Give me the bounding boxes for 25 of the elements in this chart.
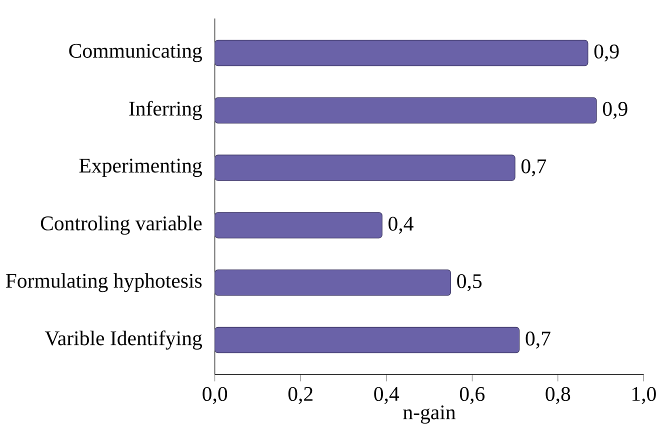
y-tick-label: Communicating [69, 44, 202, 62]
data-label: 0,9 [594, 44, 619, 62]
x-tick-label: 0,8 [546, 386, 570, 404]
x-tick-label: 0,6 [460, 386, 485, 404]
data-label: 0,4 [388, 216, 414, 234]
y-tick-label: Controling variable [40, 216, 202, 235]
x-axis-title: n-gain [403, 405, 456, 424]
x-tick-label: 0,2 [288, 386, 312, 404]
data-label: 0,9 [602, 102, 628, 119]
y-tick-label: Inferring [129, 100, 202, 120]
x-tick-label: 0,0 [202, 386, 228, 404]
bar [214, 212, 382, 238]
bar [214, 40, 588, 66]
y-tick-label: Formulating hyphotesis [6, 273, 202, 292]
bar [214, 154, 516, 181]
data-label: 0,7 [526, 332, 550, 349]
data-label: 0,5 [457, 274, 482, 292]
y-tick-label: Varible Identifying [44, 330, 202, 350]
bar [214, 270, 452, 296]
x-tick-label: 0,4 [374, 386, 400, 404]
y-tick-label: Experimenting [79, 158, 202, 177]
data-label: 0,7 [521, 159, 546, 176]
x-tick-label: 1,0 [632, 386, 656, 404]
bar [214, 326, 520, 354]
bar [214, 97, 597, 124]
